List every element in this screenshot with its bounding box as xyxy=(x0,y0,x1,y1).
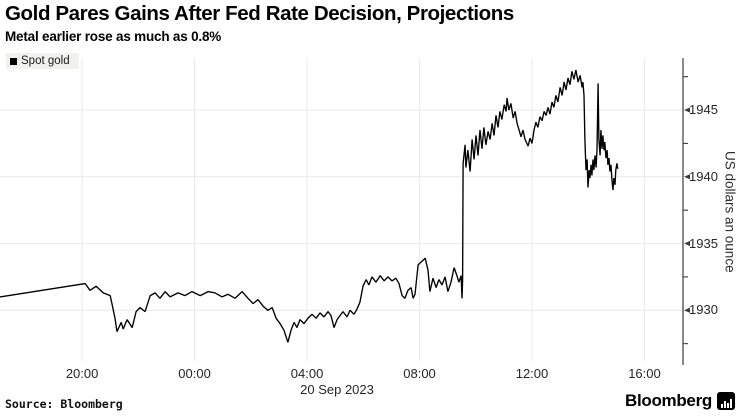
bloomberg-logo-icon xyxy=(717,392,735,410)
y-major-tick xyxy=(684,174,690,180)
y-tick-label: 1930 xyxy=(689,302,718,318)
x-tick-label: 12:00 xyxy=(515,366,549,381)
y-tick-label: 1935 xyxy=(689,235,718,251)
x-tick-label: 08:00 xyxy=(403,366,436,381)
y-major-tick xyxy=(684,107,690,113)
x-tick-label: 04:00 xyxy=(290,366,324,381)
page-title: Gold Pares Gains After Fed Rate Decision… xyxy=(5,2,514,25)
x-tick-label: 00:00 xyxy=(178,366,211,381)
x-axis-date-label: 20 Sep 2023 xyxy=(300,382,374,397)
y-tick-label: 1945 xyxy=(689,102,718,118)
legend: Spot gold xyxy=(6,53,79,69)
y-major-tick xyxy=(684,307,690,313)
page-subtitle: Metal earlier rose as much as 0.8% xyxy=(5,29,222,44)
legend-label: Spot gold xyxy=(21,55,70,67)
bloomberg-brand: Bloomberg xyxy=(625,391,735,411)
x-tick-label: 16:00 xyxy=(628,366,661,381)
series-swatch-icon xyxy=(10,57,17,65)
y-axis-title: US dollars an ounce xyxy=(722,150,738,273)
y-tick-label: 1940 xyxy=(689,168,718,184)
spot-gold-price-line xyxy=(0,69,619,343)
bloomberg-wordmark: Bloomberg xyxy=(624,391,712,410)
y-major-tick xyxy=(684,240,690,247)
x-tick-label: 20:00 xyxy=(65,366,99,381)
source-credit: Source: Bloomberg xyxy=(5,397,123,411)
